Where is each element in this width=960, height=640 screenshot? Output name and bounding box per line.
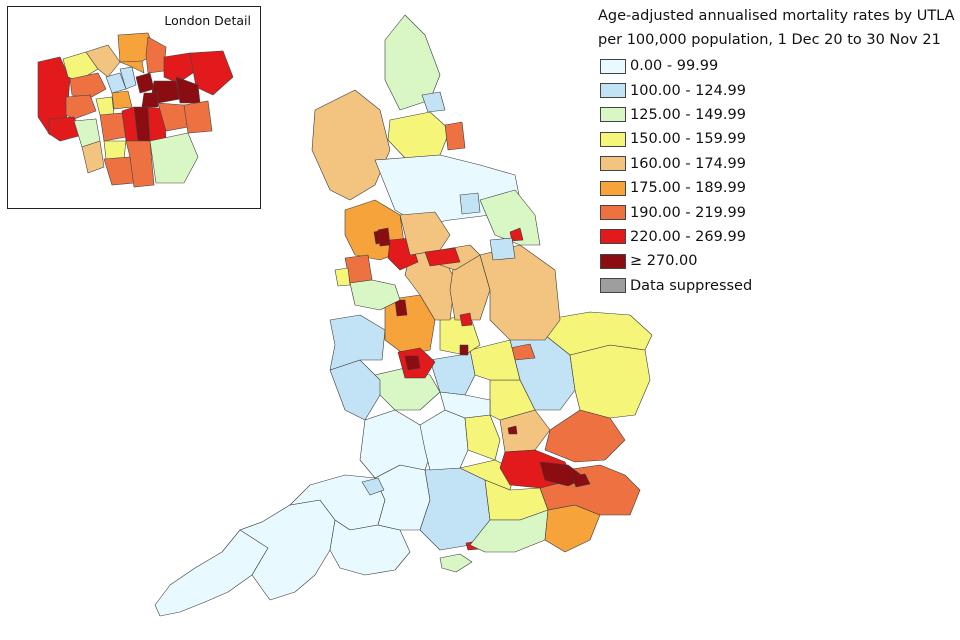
region-lincolnshire xyxy=(479,244,561,341)
region-tyne-wear xyxy=(421,91,446,113)
inset-title: London Detail xyxy=(164,13,251,28)
borough-hackney xyxy=(135,72,155,94)
region-dorset xyxy=(329,519,411,576)
legend-swatch xyxy=(600,83,626,99)
legend-label: ≥ 270.00 xyxy=(630,253,698,270)
region-milton-keynes xyxy=(507,425,518,435)
borough-barnet xyxy=(85,44,121,78)
borough-havering xyxy=(189,50,234,96)
legend-swatch xyxy=(600,229,626,245)
region-stoke xyxy=(394,299,408,317)
borough-hounslow xyxy=(47,116,83,142)
borough-brent xyxy=(69,72,107,100)
borough-ealing xyxy=(65,94,97,120)
region-birmingham xyxy=(404,355,421,371)
legend-label: 0.00 - 99.99 xyxy=(630,58,719,75)
region-cumbria xyxy=(311,89,391,201)
legend-item: 175.00 - 189.99 xyxy=(600,176,752,200)
legend-item: 190.00 - 219.99 xyxy=(600,200,752,224)
region-york xyxy=(459,192,481,215)
borough-kensington xyxy=(95,96,115,116)
legend-item: ≥ 270.00 xyxy=(600,249,752,273)
legend-swatch xyxy=(600,205,626,221)
london-inset: London Detail xyxy=(7,6,261,209)
borough-wandsworth xyxy=(99,112,127,142)
legend-swatch xyxy=(600,107,626,123)
legend-item: 125.00 - 149.99 xyxy=(600,103,752,127)
region-n-lincs xyxy=(489,237,516,261)
region-east-sussex xyxy=(544,504,601,553)
legend-item: 150.00 - 159.99 xyxy=(600,127,752,151)
borough-kingston xyxy=(81,140,105,174)
legend-swatch xyxy=(600,131,626,147)
borough-westminster xyxy=(111,90,133,110)
legend-label: Data suppressed xyxy=(630,277,753,294)
legend-label: 125.00 - 149.99 xyxy=(630,106,746,123)
region-northumberland xyxy=(384,14,441,111)
borough-newham xyxy=(151,80,181,104)
region-bucks xyxy=(464,414,501,461)
region-teesside xyxy=(444,121,466,151)
legend-label: 190.00 - 219.99 xyxy=(630,204,746,221)
map-title-line-2: per 100,000 population, 1 Dec 20 to 30 N… xyxy=(598,32,941,48)
borough-islington xyxy=(119,66,137,90)
borough-bexley xyxy=(183,100,213,134)
borough-redbridge xyxy=(163,52,197,84)
region-leicester-city xyxy=(459,344,469,356)
legend-item: 0.00 - 99.99 xyxy=(600,54,752,78)
region-nottingham-city xyxy=(459,312,473,327)
borough-tower-hamlets xyxy=(141,92,159,108)
legend-swatch xyxy=(600,156,626,172)
region-isle-of-wight xyxy=(439,553,473,573)
region-east-riding xyxy=(479,189,541,246)
region-doncaster xyxy=(424,247,461,267)
region-oxon-north xyxy=(439,391,491,419)
region-herefordshire xyxy=(329,359,381,421)
region-bristol xyxy=(361,477,385,496)
borough-sutton xyxy=(103,156,135,186)
borough-waltham xyxy=(145,36,167,74)
region-shropshire xyxy=(329,314,386,371)
legend-label: 160.00 - 174.99 xyxy=(630,155,746,172)
region-cheshire xyxy=(349,279,401,311)
legend-swatch xyxy=(600,278,626,294)
legend-swatch xyxy=(600,58,626,74)
region-suffolk xyxy=(569,344,651,419)
legend-swatch xyxy=(600,180,626,196)
legend-item: 160.00 - 174.99 xyxy=(600,152,752,176)
borough-croydon xyxy=(125,140,155,188)
region-bradford xyxy=(377,227,391,247)
london-inset-map xyxy=(37,32,234,188)
legend-label: 150.00 - 159.99 xyxy=(630,131,746,148)
legend-swatch xyxy=(600,253,626,269)
legend-label: 100.00 - 124.99 xyxy=(630,82,746,99)
map-title-line-1: Age-adjusted annualised mortality rates … xyxy=(598,8,955,24)
region-devon xyxy=(239,499,336,601)
region-medway xyxy=(571,473,591,488)
legend-label: 175.00 - 189.99 xyxy=(630,180,746,197)
legend: 0.00 - 99.99 100.00 - 124.99 125.00 - 14… xyxy=(600,54,752,298)
legend-item: 220.00 - 269.99 xyxy=(600,225,752,249)
borough-bromley xyxy=(149,132,199,184)
legend-item: Data suppressed xyxy=(600,274,752,298)
region-wirral xyxy=(334,267,351,287)
borough-haringey xyxy=(119,60,145,74)
region-gloucestershire xyxy=(359,409,431,479)
region-durham xyxy=(387,111,451,159)
legend-label: 220.00 - 269.99 xyxy=(630,228,746,245)
region-norfolk xyxy=(544,311,653,356)
borough-merton xyxy=(103,140,127,160)
legend-item: 100.00 - 124.99 xyxy=(600,78,752,102)
